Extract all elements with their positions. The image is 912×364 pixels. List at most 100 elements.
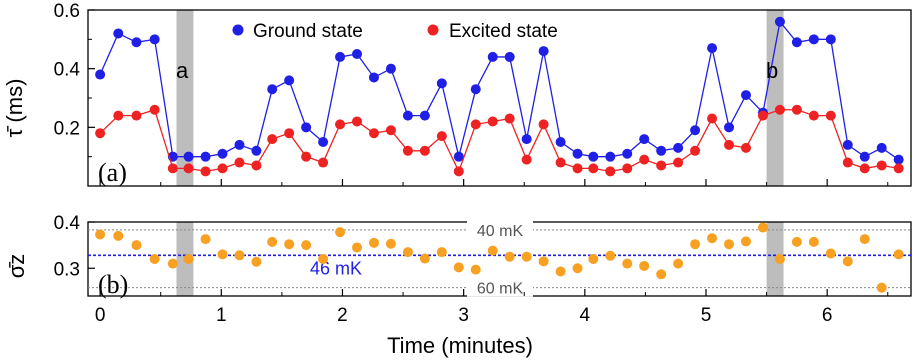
reference-label-0: 40 mK: [477, 223, 524, 240]
sigma-point: [504, 251, 515, 262]
reference-label-bg: [303, 259, 369, 278]
ground-point: [251, 145, 262, 156]
ground-point: [774, 16, 785, 27]
ground-point: [639, 134, 650, 145]
sigma-point: [453, 262, 464, 273]
sigma-point: [774, 254, 785, 264]
ground-point: [368, 72, 379, 83]
excited-point: [149, 104, 160, 115]
excited-point: [436, 131, 447, 142]
sigma-point: [622, 258, 633, 269]
sigma-point: [419, 253, 430, 264]
y-tick-label: 0.4: [54, 213, 81, 234]
sigma-point: [267, 236, 278, 247]
excited-point: [487, 116, 498, 127]
sigma-point: [217, 249, 228, 260]
excited-point: [402, 145, 413, 156]
sigma-point: [234, 250, 245, 261]
legend-marker-ground: [232, 24, 244, 36]
panel-b-reference-lines: 40 mK 46 mK 60 mK: [88, 220, 912, 298]
x-tick-label: 4: [580, 305, 591, 326]
excited-point: [555, 157, 566, 168]
sigma-point: [318, 254, 329, 264]
sigma-point: [487, 245, 498, 256]
ground-point: [200, 151, 211, 162]
excited-point: [656, 160, 667, 171]
ground-point: [656, 145, 667, 156]
excited-point: [504, 113, 515, 124]
y-tick-label: 0.6: [54, 1, 80, 22]
sigma-point: [251, 256, 262, 267]
reference-label-2: 60 mK: [477, 281, 524, 298]
sigma-point: [521, 251, 532, 262]
highlight-band-0: [176, 10, 194, 186]
excited-point: [95, 128, 106, 139]
sigma-point: [690, 239, 701, 250]
ground-point: [267, 84, 278, 95]
legend-item-excited: Excited state: [427, 21, 558, 42]
sigma-point: [808, 236, 819, 247]
panel-a-x-ticks: [99, 179, 889, 186]
sigma-point: [605, 250, 616, 261]
legend-item-ground: Ground state: [232, 21, 363, 42]
x-tick-label: 5: [701, 305, 712, 326]
ground-point: [470, 84, 481, 95]
ground-point: [149, 34, 160, 45]
ground-point: [859, 151, 870, 162]
ground-point: [318, 137, 329, 147]
sigma-point: [183, 254, 194, 264]
excited-point: [605, 166, 616, 177]
sigma-point: [859, 234, 870, 245]
marker-a-label: a: [176, 58, 189, 83]
excited-point: [335, 119, 346, 130]
legend-label-ground: Ground state: [253, 21, 363, 42]
ground-point: [842, 139, 853, 150]
excited-point: [622, 163, 633, 174]
ground-point: [284, 75, 295, 86]
sigma-point: [555, 266, 566, 277]
excited-point: [707, 113, 718, 124]
ground-point: [335, 51, 346, 62]
excited-point: [318, 157, 329, 168]
panel-b: 40 mK 46 mK 60 mK 0.3 0.4 0 1 2 3 4 5 6 σ̄z (b) T…: [4, 213, 912, 358]
sigma-point: [893, 249, 904, 260]
excited-point: [453, 166, 464, 177]
sigma-point: [825, 248, 836, 259]
ground-point: [234, 139, 245, 150]
excited-point: [113, 110, 124, 121]
ground-point: [808, 34, 819, 45]
panel-b-series: [95, 222, 904, 293]
ground-point: [217, 148, 228, 159]
ground-point: [673, 142, 684, 153]
y-tick-label: 0.4: [54, 60, 81, 81]
ground-point: [385, 63, 396, 74]
excited-point: [572, 163, 583, 174]
excited-point: [825, 110, 836, 121]
sigma-point: [740, 236, 751, 247]
ground-point: [352, 49, 363, 59]
excited-point: [419, 145, 430, 156]
sigma-point: [335, 227, 346, 238]
ground-point: [487, 51, 498, 62]
excited-point: [757, 110, 768, 121]
excited-point: [690, 145, 701, 156]
panel-a-y-ticks: 0.2 0.4 0.6: [54, 1, 95, 158]
ground-point: [876, 142, 887, 153]
sigma-point: [876, 282, 887, 293]
panel-a-y-axis-label: τ̄ (ms): [2, 79, 27, 138]
panel-a-series: [95, 16, 904, 177]
excited-point: [774, 104, 785, 115]
ground-point: [724, 122, 735, 133]
panel-a: 0.2 0.4 0.6 τ̄ (ms) (a) a b Ground state E…: [2, 1, 912, 187]
x-tick-label: 3: [458, 305, 469, 326]
sigma-point: [588, 254, 599, 264]
reference-label-bg: [467, 220, 533, 239]
legend-marker-excited: [427, 24, 439, 36]
y-tick-label: 0.2: [54, 118, 80, 139]
sigma-point: [131, 240, 142, 251]
excited-point: [859, 163, 870, 174]
ground-point: [538, 46, 549, 57]
sigma-point: [707, 233, 718, 244]
sigma-point: [572, 263, 583, 274]
excited-point: [893, 163, 904, 174]
